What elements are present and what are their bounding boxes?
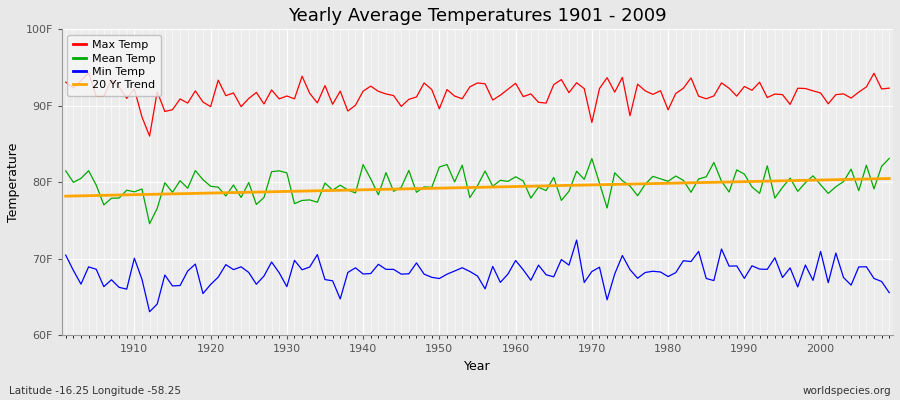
Text: Latitude -16.25 Longitude -58.25: Latitude -16.25 Longitude -58.25 bbox=[9, 386, 181, 396]
X-axis label: Year: Year bbox=[464, 360, 491, 373]
Title: Yearly Average Temperatures 1901 - 2009: Yearly Average Temperatures 1901 - 2009 bbox=[288, 7, 667, 25]
Legend: Max Temp, Mean Temp, Min Temp, 20 Yr Trend: Max Temp, Mean Temp, Min Temp, 20 Yr Tre… bbox=[68, 35, 161, 96]
Text: worldspecies.org: worldspecies.org bbox=[803, 386, 891, 396]
Y-axis label: Temperature: Temperature bbox=[7, 143, 20, 222]
